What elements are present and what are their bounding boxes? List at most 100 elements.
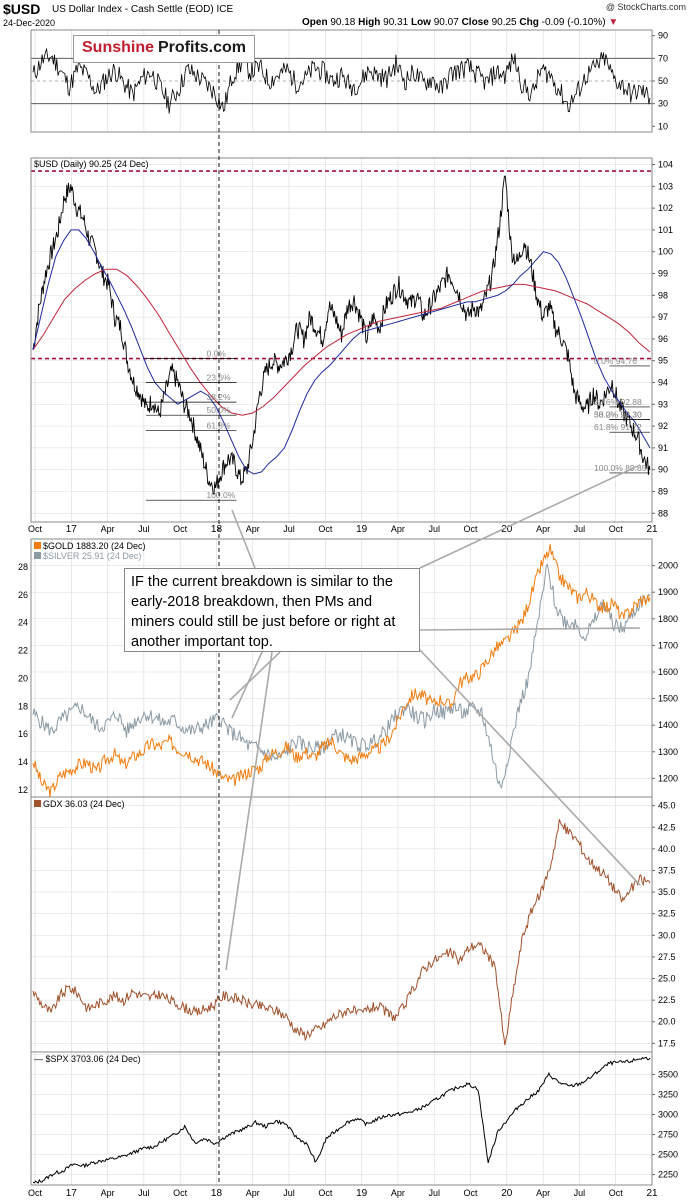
- high-value: 90.31: [383, 17, 409, 28]
- stockcharts-credit: @ StockCharts.com: [605, 2, 686, 12]
- spx-axis-tick-label: 2500: [658, 1150, 678, 1160]
- silver-axis-tick-label: 24: [18, 618, 28, 628]
- rsi-axis-tick-label: 70: [658, 53, 668, 63]
- gdx-axis-tick-label: 37.5: [658, 865, 676, 875]
- gold-axis-tick-label: 1900: [658, 587, 678, 597]
- gdx-axis-tick-label: 42.5: [658, 822, 676, 832]
- x-axis-label-bottom: Jul: [138, 1188, 150, 1198]
- usd-fib-label-right: 61.8% 91.72: [594, 422, 642, 432]
- x-axis-label-bottom: 17: [66, 1188, 78, 1199]
- usd-fib-label-right: 50.0% 92.30: [594, 410, 642, 420]
- usd-short-ma-line: [32, 229, 651, 475]
- sunshine-profits-logo: Sunshine Profits.com: [73, 35, 255, 63]
- gdx-line: [32, 819, 651, 1046]
- usd-panel-frame: [30, 157, 653, 523]
- x-axis-label-usd: 20: [501, 524, 513, 535]
- gold-axis-tick-label: 1500: [658, 694, 678, 704]
- chart-symbol: $USD: [3, 1, 41, 17]
- x-axis-label-usd: 19: [356, 524, 368, 535]
- gold-legend-label: $GOLD 1883.20 (24 Dec): [43, 541, 146, 551]
- chart-description: US Dollar Index - Cash Settle (EOD) ICE: [52, 4, 234, 15]
- rsi-line: [32, 47, 651, 114]
- gdx-axis-tick-label: 17.5: [658, 1038, 676, 1048]
- down-triangle-icon: ▼: [608, 17, 619, 28]
- gdx-axis-tick-label: 45.0: [658, 801, 676, 811]
- x-axis-label-bottom: 18: [211, 1188, 223, 1199]
- usd-axis-tick-label: 96: [658, 334, 668, 344]
- chg-value: -0.09 (-0.10%): [541, 17, 606, 28]
- x-axis-label-usd: Apr: [536, 524, 550, 534]
- x-axis-label-bottom: Apr: [536, 1188, 550, 1198]
- logo-text-sunshine: Sunshine: [82, 39, 155, 56]
- gdx-panel-title: GDX 36.03 (24 Dec): [43, 799, 125, 809]
- rsi-axis-tick-label: 30: [658, 99, 668, 109]
- usd-axis-tick-label: 103: [658, 181, 673, 191]
- chart-date: 24-Dec-2020: [3, 18, 56, 28]
- open-label: Open: [302, 17, 328, 28]
- low-value: 90.07: [433, 17, 459, 28]
- x-axis-label-bottom: Jul: [574, 1188, 586, 1198]
- gold-axis-tick-label: 1200: [658, 773, 678, 783]
- x-axis-label-usd: Jul: [574, 524, 586, 534]
- x-axis-label-usd: Apr: [101, 524, 115, 534]
- usd-long-ma-line: [32, 268, 651, 416]
- usd-axis-tick-label: 98: [658, 290, 668, 300]
- spx-axis-tick-label: 2250: [658, 1170, 678, 1180]
- x-axis-label-bottom: Oct: [464, 1188, 479, 1198]
- silver-axis-tick-label: 28: [18, 562, 28, 572]
- x-axis-label-usd: 21: [646, 524, 658, 535]
- x-axis-label-bottom: Apr: [101, 1188, 115, 1198]
- logo-text-profits: Profits.com: [158, 39, 247, 56]
- gdx-axis-tick-label: 32.5: [658, 909, 676, 919]
- silver-axis-tick-label: 22: [18, 646, 28, 656]
- x-axis-label-usd: Oct: [318, 524, 333, 534]
- x-axis-label-usd: Jul: [138, 524, 150, 534]
- x-axis-label-bottom: 21: [646, 1188, 658, 1199]
- callout-pointer-line: [419, 627, 641, 631]
- gold-axis-tick-label: 2000: [658, 561, 678, 571]
- usd-axis-tick-label: 102: [658, 203, 673, 213]
- rsi-axis-tick-label: 90: [658, 31, 668, 41]
- gold-axis-tick-label: 1800: [658, 614, 678, 624]
- usd-axis-tick-label: 92: [658, 421, 668, 431]
- gdx-axis-tick-label: 30.0: [658, 930, 676, 940]
- usd-fib-label-right: 38.2% 92.30: [594, 410, 642, 420]
- usd-axis-tick-label: 90: [658, 465, 668, 475]
- usd-axis-tick-label: 88: [658, 508, 668, 518]
- x-axis-label-bottom: 19: [356, 1188, 368, 1199]
- usd-fib-label-right: 100.0% 89.85: [594, 463, 647, 473]
- rsi-panel-frame: [30, 29, 653, 133]
- spx-axis-tick-label: 3000: [658, 1109, 678, 1119]
- x-axis-label-bottom: 20: [501, 1188, 513, 1199]
- callout-pointer-line: [231, 509, 256, 569]
- ohlc-readout: Open 90.18 High 90.31 Low 90.07 Close 90…: [302, 17, 618, 28]
- gold-axis-tick-label: 1600: [658, 667, 678, 677]
- spx-axis-tick-label: 3500: [658, 1069, 678, 1079]
- callout-pointer-line: [231, 651, 263, 719]
- silver-axis-tick-label: 20: [18, 673, 28, 683]
- gdx-axis-tick-label: 25.0: [658, 974, 676, 984]
- silver-axis-tick-label: 14: [18, 757, 28, 767]
- silver-line: [32, 562, 651, 789]
- silver-axis-tick-label: 18: [18, 701, 28, 711]
- x-axis-label-usd: Oct: [609, 524, 624, 534]
- rsi-axis-tick-label: 50: [658, 76, 668, 86]
- usd-fib-label-right: 23.6% 92.88: [594, 397, 642, 407]
- silver-axis-tick-label: 16: [18, 729, 28, 739]
- usd-fib-label-left: 100.0%: [206, 490, 235, 500]
- silver-legend-swatch: [34, 552, 41, 559]
- open-value: 90.18: [330, 17, 356, 28]
- spx-axis-tick-label: 3250: [658, 1089, 678, 1099]
- x-axis-label-usd: Jul: [428, 524, 440, 534]
- usd-axis-tick-label: 91: [658, 443, 668, 453]
- gdx-axis-tick-label: 22.5: [658, 995, 676, 1005]
- gold-line: [32, 543, 651, 798]
- usd-fib-label-left: 23.6%: [206, 373, 231, 383]
- usd-axis-tick-label: 97: [658, 312, 668, 322]
- x-axis-label-bottom: Oct: [28, 1188, 43, 1198]
- rsi-axis-tick-label: 10: [658, 121, 668, 131]
- usd-axis-tick-label: 93: [658, 399, 668, 409]
- spx-axis-tick-label: 2750: [658, 1130, 678, 1140]
- usd-axis-tick-label: 100: [658, 247, 673, 257]
